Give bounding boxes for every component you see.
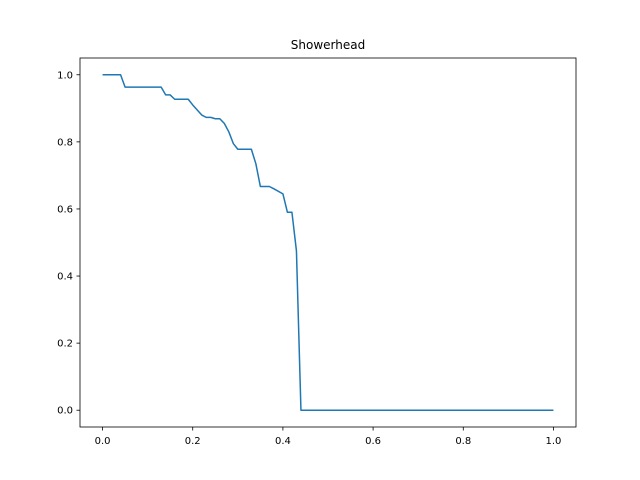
y-tick-label: 0.2 bbox=[57, 339, 73, 350]
y-tick-label: 0.8 bbox=[57, 137, 73, 148]
y-tick-label: 0.6 bbox=[57, 204, 73, 215]
x-tick-label: 0.0 bbox=[95, 436, 111, 447]
x-tick-label: 0.8 bbox=[455, 436, 471, 447]
x-axis: 0.0 0.2 0.4 0.6 0.8 1.0 bbox=[95, 427, 562, 447]
x-tick-label: 0.2 bbox=[185, 436, 201, 447]
x-tick-label: 1.0 bbox=[546, 436, 562, 447]
x-tick-label: 0.4 bbox=[275, 436, 291, 447]
x-tick-label: 0.6 bbox=[365, 436, 381, 447]
chart-title: Showerhead bbox=[291, 38, 365, 52]
axes-frame bbox=[79, 57, 577, 428]
y-tick-label: 1.0 bbox=[57, 70, 73, 81]
y-axis: 0.0 0.2 0.4 0.6 0.8 1.0 bbox=[57, 70, 80, 417]
y-tick-label: 0.4 bbox=[57, 272, 73, 283]
plot-area bbox=[102, 74, 554, 411]
y-tick-label: 0.0 bbox=[57, 406, 73, 417]
series-line bbox=[102, 74, 554, 411]
